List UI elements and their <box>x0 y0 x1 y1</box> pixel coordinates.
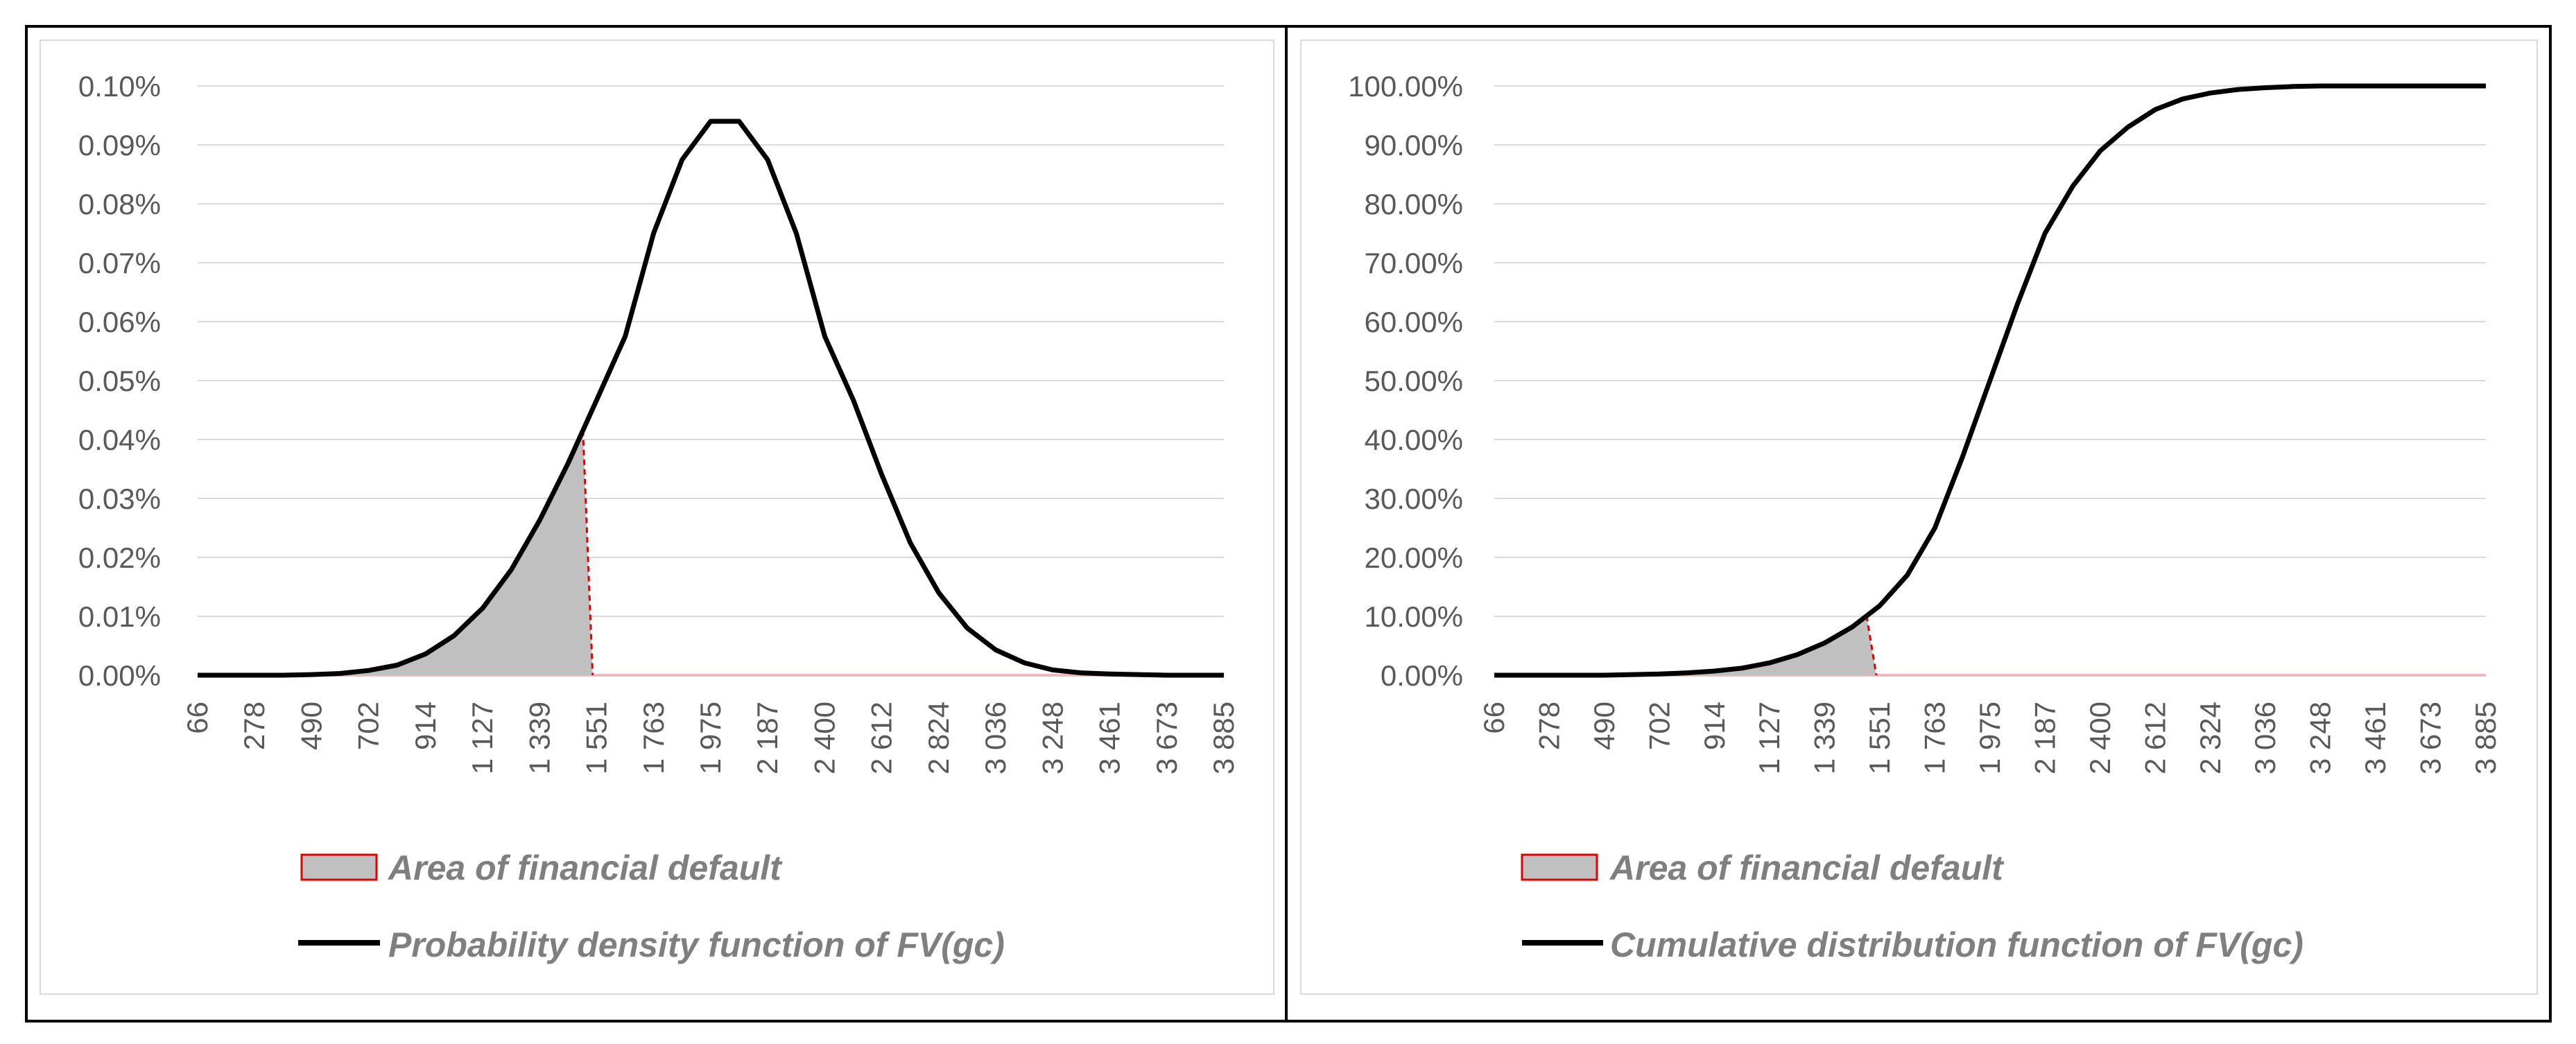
x-tick-label: 1 127 <box>466 702 499 774</box>
x-tick-label: 3 461 <box>1093 702 1126 774</box>
x-tick-label: 1 975 <box>1973 702 2006 774</box>
x-tick-label: 1 551 <box>580 702 613 774</box>
pdf-legend-area-label: Area of financial default <box>387 849 783 887</box>
pdf-chart: 0.00% 0.01% 0.02% 0.03% 0.04% 0.05% 0.06% 0.07%… <box>78 70 1240 964</box>
y-tick-label: 0.07% <box>78 247 161 279</box>
cdf-chart-panel <box>1300 40 2538 995</box>
x-tick-label: 490 <box>295 702 327 750</box>
pdf-default-threshold-line <box>582 430 594 676</box>
x-tick-label: 66 <box>1478 702 1510 734</box>
figure-frame <box>25 25 2552 1023</box>
y-tick-label: 100.00% <box>1348 70 1463 103</box>
y-tick-label: 0.00% <box>78 659 161 692</box>
y-tick-label: 50.00% <box>1365 365 1463 397</box>
x-tick-label: 2 187 <box>2028 702 2061 774</box>
x-tick-label: 1 763 <box>637 702 670 774</box>
pdf-default-area <box>198 430 593 675</box>
x-tick-label: 2 324 <box>2194 702 2227 774</box>
pdf-legend-area-swatch <box>300 853 378 881</box>
y-tick-label: 0.06% <box>78 306 161 338</box>
y-tick-label: 20.00% <box>1365 541 1463 574</box>
x-tick-label: 2 400 <box>808 702 840 774</box>
y-tick-label: 70.00% <box>1365 247 1463 279</box>
y-tick-label: 0.03% <box>78 482 161 515</box>
pdf-legend: Area of financial default Probability de… <box>298 849 1005 964</box>
y-tick-label: 0.01% <box>78 600 161 633</box>
x-tick-label: 1 339 <box>1808 702 1841 774</box>
cdf-legend: Area of financial default Cumulative dis… <box>1521 849 2303 964</box>
pdf-gridlines <box>198 85 1224 677</box>
x-tick-label: 1 127 <box>1753 702 1786 774</box>
y-tick-label: 0.02% <box>78 541 161 574</box>
y-tick-label: 60.00% <box>1365 306 1463 338</box>
y-tick-label: 0.10% <box>78 70 161 103</box>
pdf-chart-panel <box>40 40 1274 995</box>
x-tick-label: 2 400 <box>2084 702 2116 774</box>
x-tick-label: 3 673 <box>2414 702 2447 774</box>
x-tick-label: 2 187 <box>751 702 784 774</box>
y-tick-label: 40.00% <box>1365 424 1463 456</box>
cdf-chart: 0.00% 10.00% 20.00% 30.00% 40.00% 50.00% 60.00… <box>1348 70 2502 964</box>
x-tick-label: 66 <box>181 702 214 734</box>
x-tick-label: 3 036 <box>979 702 1012 774</box>
x-tick-label: 3 248 <box>1036 702 1069 774</box>
x-tick-label: 2 824 <box>922 702 955 774</box>
cdf-legend-area-label: Area of financial default <box>1609 849 2005 887</box>
x-tick-label: 702 <box>1643 702 1675 750</box>
x-tick-label: 2 612 <box>865 702 898 774</box>
y-tick-label: 10.00% <box>1365 600 1463 633</box>
x-tick-label: 3 036 <box>2249 702 2281 774</box>
y-tick-label: 0.09% <box>78 129 161 162</box>
x-tick-label: 3 248 <box>2304 702 2337 774</box>
y-tick-label: 0.05% <box>78 365 161 397</box>
x-tick-label: 1 763 <box>1919 702 1951 774</box>
x-tick-label: 914 <box>1698 702 1731 750</box>
pdf-curve <box>198 119 1224 678</box>
x-tick-label: 2 612 <box>2138 702 2171 774</box>
pdf-y-tick-labels: 0.00% 0.01% 0.02% 0.03% 0.04% 0.05% 0.06% 0.07%… <box>78 70 161 692</box>
x-tick-label: 278 <box>238 702 270 750</box>
y-tick-label: 0.04% <box>78 424 161 456</box>
x-tick-label: 3 885 <box>2469 702 2502 774</box>
cdf-x-tick-labels: 66 278 490 702 914 1 127 1 339 1 551 1 763 1 975 2… <box>1478 702 2502 774</box>
cdf-legend-area-swatch <box>1521 853 1598 881</box>
y-tick-label: 30.00% <box>1365 482 1463 515</box>
x-tick-label: 1 975 <box>694 702 727 774</box>
x-tick-label: 702 <box>352 702 385 750</box>
cdf-legend-curve-label: Cumulative distribution function of FV(g… <box>1610 925 2303 964</box>
y-tick-label: 90.00% <box>1365 129 1463 162</box>
y-tick-label: 0.00% <box>1381 659 1463 692</box>
x-tick-label: 278 <box>1532 702 1565 750</box>
cdf-curve <box>1494 83 2486 678</box>
y-tick-label: 0.08% <box>78 188 161 220</box>
pdf-legend-curve-label: Probability density function of FV(gc) <box>388 925 1005 964</box>
x-tick-label: 3 885 <box>1207 702 1240 774</box>
cdf-default-threshold-line <box>1865 616 1878 676</box>
cdf-y-tick-labels: 0.00% 10.00% 20.00% 30.00% 40.00% 50.00% 60.00… <box>1348 70 1463 692</box>
pdf-x-tick-labels: 66 278 490 702 914 1 127 1 339 1 551 1 763 1 975 2… <box>181 702 1240 774</box>
x-tick-label: 3 673 <box>1150 702 1183 774</box>
panel-divider <box>1285 25 1288 1023</box>
x-tick-label: 1 339 <box>523 702 555 774</box>
x-tick-label: 914 <box>409 702 442 750</box>
x-tick-label: 3 461 <box>2359 702 2392 774</box>
x-tick-label: 1 551 <box>1863 702 1896 774</box>
x-tick-label: 490 <box>1588 702 1620 750</box>
y-tick-label: 80.00% <box>1365 188 1463 220</box>
